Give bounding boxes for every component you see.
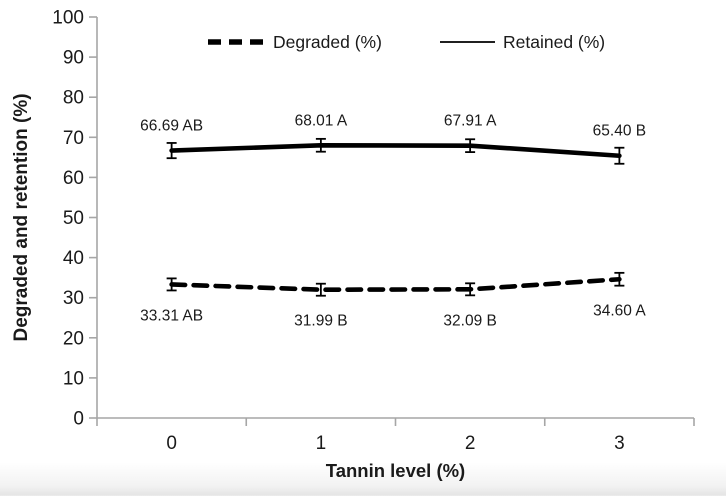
degraded-series-line <box>169 276 622 293</box>
y-tick-label: 90 <box>63 48 84 69</box>
y-tick-label: 50 <box>63 208 84 229</box>
y-tick-label: 60 <box>63 168 84 189</box>
x-tick-label: 1 <box>316 433 327 454</box>
x-tick-label: 0 <box>166 433 177 454</box>
x-axis-title: Tannin level (%) <box>326 460 465 481</box>
y-tick-label: 40 <box>63 248 84 269</box>
point-data-label: 66.69 AB <box>140 118 203 135</box>
point-data-label: 32.09 B <box>443 312 496 329</box>
y-tick-label: 70 <box>63 128 84 149</box>
point-data-label: 31.99 B <box>294 313 347 330</box>
point-data-label: 34.60 A <box>593 302 646 319</box>
y-tick-label: 10 <box>63 368 84 389</box>
y-tick-label: 20 <box>63 328 84 349</box>
y-tick-label: 100 <box>52 8 84 29</box>
legend-label-degraded: Degraded (%) <box>273 32 382 52</box>
y-tick-label: 30 <box>63 288 84 309</box>
point-data-label: 68.01 A <box>295 112 348 129</box>
point-data-label: 65.40 B <box>593 123 646 140</box>
point-data-label: 33.31 AB <box>140 307 203 324</box>
x-tick-label: 3 <box>614 433 625 454</box>
y-tick-label: 0 <box>73 409 84 430</box>
x-tick-label: 2 <box>465 433 476 454</box>
legend-label-retained: Retained (%) <box>503 32 605 52</box>
retained-series-line <box>169 142 622 159</box>
point-data-label: 67.91 A <box>444 113 497 130</box>
y-tick-label: 80 <box>63 88 84 109</box>
y-axis-title: Degraded and retention (%) <box>11 93 32 341</box>
